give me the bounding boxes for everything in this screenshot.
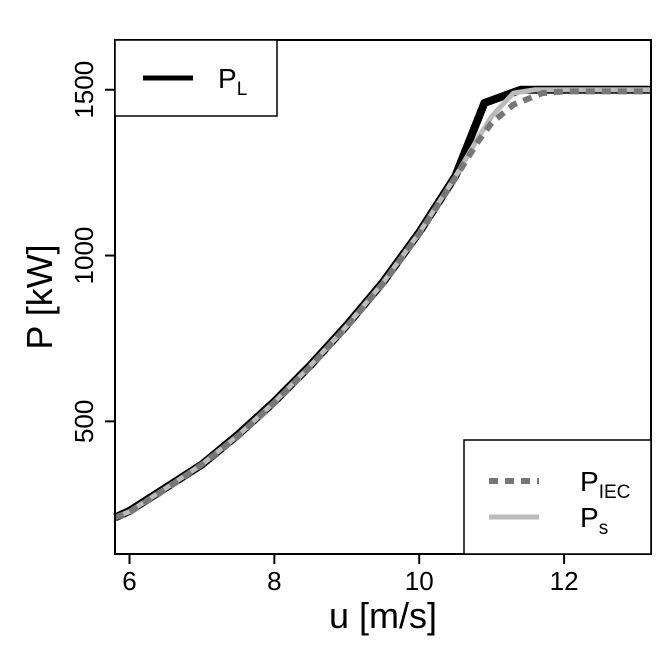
y-tick-label: 1000 xyxy=(69,227,99,285)
x-tick-label: 10 xyxy=(405,566,434,596)
x-tick-label: 6 xyxy=(122,566,136,596)
x-axis-title: u [m/s] xyxy=(329,595,437,636)
plot-frame xyxy=(114,39,652,555)
legend-box xyxy=(463,439,652,555)
legend-label: Ps xyxy=(580,502,608,539)
series-layer xyxy=(113,85,651,522)
series-line-p-iec xyxy=(114,88,651,521)
legend-box xyxy=(114,39,278,117)
y-tick-label: 500 xyxy=(69,400,99,443)
x-axis: 6 8 10 12 xyxy=(122,554,579,596)
y-tick-label: 1500 xyxy=(69,61,99,119)
x-tick-label: 12 xyxy=(550,566,579,596)
legend-label: PIEC xyxy=(580,466,630,503)
legend-label: PL xyxy=(218,63,247,100)
y-axis-title: P [kW] xyxy=(19,244,60,349)
y-axis: 500 1000 1500 xyxy=(69,61,115,443)
legend-top-left: PL xyxy=(114,39,278,117)
x-tick-label: 8 xyxy=(267,566,281,596)
